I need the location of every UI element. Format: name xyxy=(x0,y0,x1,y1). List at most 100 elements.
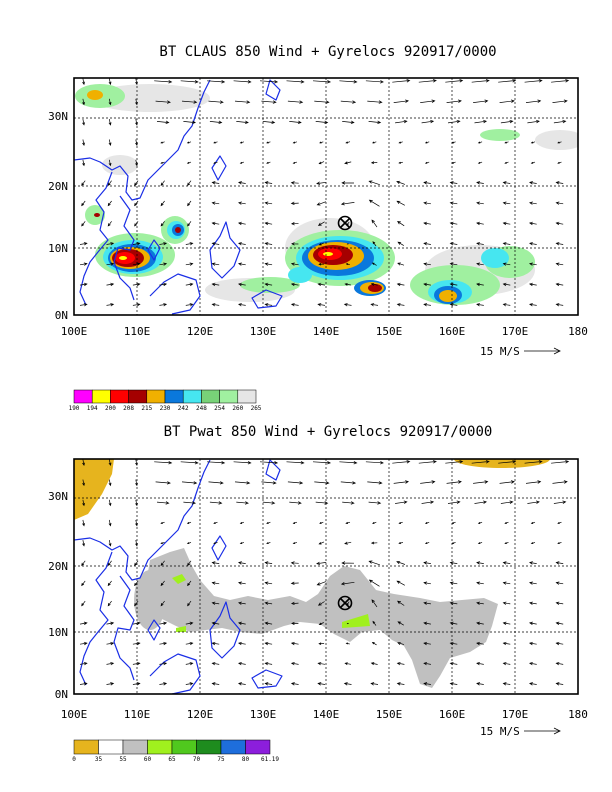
wind-arrow xyxy=(424,521,430,524)
wind-arrow xyxy=(135,499,138,507)
wind-arrow xyxy=(423,682,431,686)
wind-arrow xyxy=(135,519,138,527)
wind-arrow xyxy=(286,461,305,465)
wind-arrow xyxy=(344,541,352,545)
wind-arrow xyxy=(106,661,115,666)
colorbar-label: 248 xyxy=(196,405,207,412)
wind-arrow xyxy=(555,682,564,686)
wind-arrow xyxy=(159,282,168,287)
wind-arrow xyxy=(555,242,564,246)
wind-arrow xyxy=(160,200,165,207)
wind-arrow xyxy=(476,221,484,226)
wind-arrow xyxy=(553,119,567,124)
wind-arrow xyxy=(318,242,324,246)
wind-arrow xyxy=(82,499,86,507)
wind-arrow xyxy=(234,100,251,104)
wind-arrow xyxy=(160,161,165,164)
wind-arrow xyxy=(424,141,430,144)
wind-arrow xyxy=(529,661,537,666)
wind-arrow xyxy=(81,180,86,186)
wind-arrow xyxy=(398,141,403,144)
wind-arrow xyxy=(343,303,352,307)
wind-arrow xyxy=(502,561,511,565)
wind-arrow xyxy=(555,621,564,625)
wind-arrow xyxy=(365,80,384,84)
pwat-panel: BT Pwat 850 Wind + Gyrelocs 920917/0000 xyxy=(48,424,588,763)
wind-arrow xyxy=(316,201,327,206)
x-tick: 150E xyxy=(376,325,403,338)
wind-arrow xyxy=(449,661,458,666)
wind-arrow xyxy=(474,500,487,504)
wind-arrow xyxy=(79,641,88,646)
wind-arrow xyxy=(421,119,435,124)
wind-arrow xyxy=(316,181,327,185)
wind-arrow xyxy=(132,661,141,666)
wind-arrow xyxy=(79,303,88,307)
wind-arrow xyxy=(262,501,276,505)
wind-arrow xyxy=(502,581,511,585)
wind-arrow xyxy=(372,141,377,144)
wind-vectors xyxy=(79,78,570,307)
wind-arrow xyxy=(290,262,299,266)
x-tick: 140E xyxy=(313,708,340,721)
wind-arrow xyxy=(81,560,86,567)
wind-arrow xyxy=(79,682,88,686)
wind-arrow xyxy=(449,221,458,226)
colorbar-label: 254 xyxy=(214,405,225,412)
wind-arrow xyxy=(261,481,277,485)
wind-arrow xyxy=(239,141,245,144)
wind-arrow xyxy=(238,303,246,307)
wind-arrow xyxy=(397,641,405,645)
x-tick: 170E xyxy=(502,325,529,338)
wind-arrow xyxy=(107,560,112,567)
wind-arrow xyxy=(500,500,514,504)
wind-arrow xyxy=(238,282,246,287)
wind-arrow xyxy=(424,542,430,545)
wind-arrow xyxy=(160,141,165,144)
x-tick: 170E xyxy=(502,708,529,721)
wind-arrow xyxy=(211,262,220,266)
wind-arrow xyxy=(314,100,330,104)
colorbar-swatch xyxy=(164,389,184,404)
wind-arrow xyxy=(449,242,458,246)
panel-title: BT Pwat 850 Wind + Gyrelocs 920917/0000 xyxy=(164,424,493,440)
x-tick: 100E xyxy=(61,708,88,721)
wind-arrow xyxy=(134,200,139,207)
wind-arrow xyxy=(134,560,139,567)
wind-arrow xyxy=(398,542,403,545)
wind-arrow xyxy=(292,141,298,144)
wind-arrow xyxy=(107,180,112,186)
wind-arrow xyxy=(530,141,536,144)
colorbar-label: 65 xyxy=(168,756,176,763)
wind-arrow xyxy=(211,601,220,605)
wind-arrow xyxy=(476,303,484,307)
wind-arrow xyxy=(529,581,537,585)
wind-arrow xyxy=(529,262,537,266)
x-tick: 100E xyxy=(61,325,88,338)
wind-arrow xyxy=(370,303,379,307)
wind-arrow xyxy=(108,519,112,527)
wind-arrow xyxy=(108,479,112,487)
wind-arrow xyxy=(420,480,436,484)
wind-arrow xyxy=(259,80,279,84)
wind-arrow xyxy=(397,262,405,266)
wind-arrow xyxy=(211,201,220,205)
wind-arrow xyxy=(317,221,325,226)
wind-arrow xyxy=(213,141,218,144)
colorbar-swatch xyxy=(147,739,173,755)
wind-arrow xyxy=(317,601,325,606)
colorbar-label: 70 xyxy=(193,756,201,763)
wind-arrow xyxy=(451,141,456,144)
colorbar-swatch xyxy=(171,739,197,755)
wind-arrow xyxy=(181,481,198,485)
wind-arrow xyxy=(185,262,194,266)
reference-vector: 15 M/S xyxy=(480,345,561,358)
colorbar: 190 194 200 208 215 230 242 248 254 260 265 xyxy=(69,389,262,412)
wind-arrow xyxy=(471,460,490,464)
colorbar-label: 80 xyxy=(242,756,250,763)
wind-arrow xyxy=(291,621,299,626)
wind-arrow xyxy=(211,682,220,686)
colorbar-swatch xyxy=(128,389,148,404)
y-tick: 0N xyxy=(55,688,68,701)
wind-arrow xyxy=(135,98,138,106)
